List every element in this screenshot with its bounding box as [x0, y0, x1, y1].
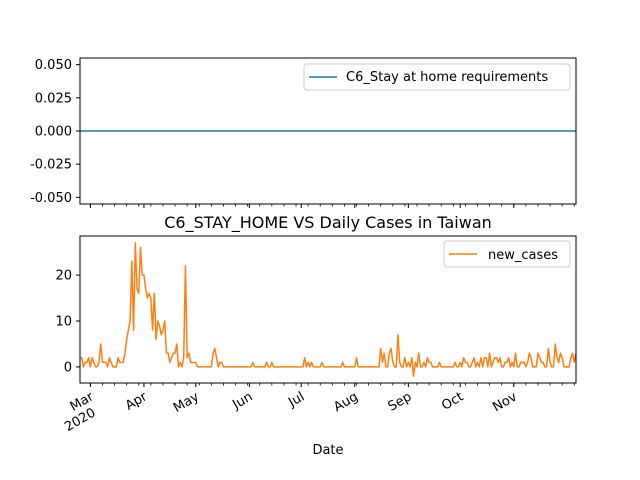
- top-legend: C6_Stay at home requirements: [303, 63, 571, 91]
- top-axes: -0.050 -0.025 0.000 0.025 0.050 C6_Stay at h…: [30, 57, 577, 208]
- top-y-tick-label: 0.025: [35, 91, 72, 106]
- x-axis-label: Date: [312, 443, 343, 458]
- x-tick-label: Jul: [285, 389, 307, 410]
- top-y-tick-label: -0.050: [30, 191, 72, 206]
- new-cases-line: [80, 242, 577, 377]
- bottom-legend-box: [443, 240, 571, 268]
- bottom-axes-frame: [79, 235, 577, 384]
- top-legend-label: C6_Stay at home requirements: [346, 70, 548, 85]
- top-axes-frame: [79, 57, 577, 205]
- top-y-tick-label: -0.025: [30, 158, 72, 173]
- bottom-y-tick-label: 10: [55, 314, 72, 329]
- bottom-y-tick-label: 20: [55, 269, 72, 284]
- bottom-y-ticks: 0 10 20: [55, 269, 80, 375]
- top-legend-box: [303, 63, 571, 91]
- bottom-chart-title: C6_STAY_HOME VS Daily Cases in Taiwan: [164, 213, 492, 233]
- bottom-y-tick-label: 0: [64, 360, 72, 375]
- bottom-legend: new_cases: [443, 240, 571, 268]
- bottom-legend-label: new_cases: [488, 248, 558, 263]
- top-y-tick-label: 0.000: [35, 125, 72, 140]
- top-y-tick-label: 0.050: [35, 58, 72, 73]
- top-y-ticks: -0.050 -0.025 0.000 0.025 0.050: [30, 58, 80, 206]
- bottom-series: [80, 242, 577, 377]
